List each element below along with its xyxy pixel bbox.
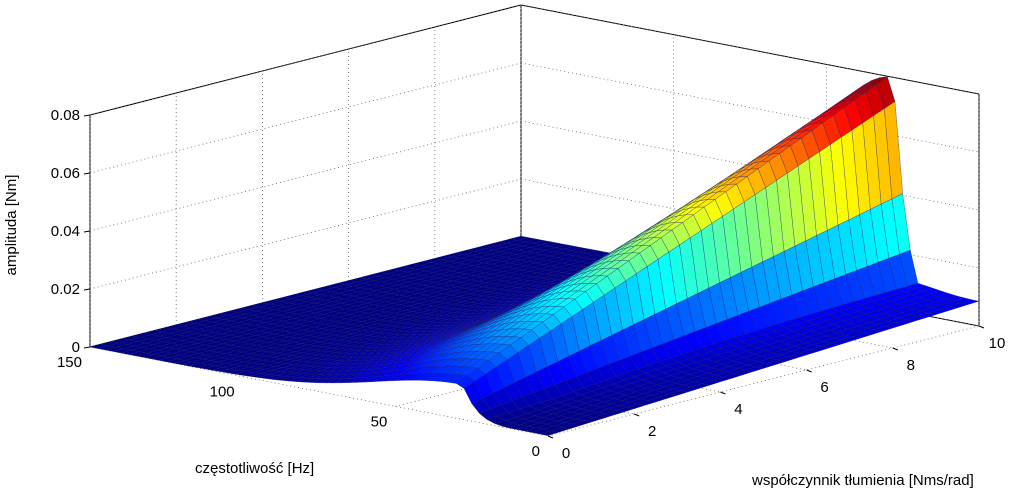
grid-line bbox=[520, 4, 980, 95]
x-tick-mark bbox=[892, 347, 898, 351]
grid-line bbox=[89, 120, 522, 232]
axis-labels: amplituda [Nm] częstotliwość [Hz] współc… bbox=[3, 175, 974, 489]
x-tick-label: 0 bbox=[562, 445, 570, 462]
z-tick-label: 0.04 bbox=[51, 223, 80, 240]
z-tick-mark bbox=[83, 172, 91, 175]
y-tick-label: 50 bbox=[371, 413, 388, 430]
y-tick-label: 100 bbox=[210, 384, 235, 401]
x-tick-label: 2 bbox=[648, 423, 656, 440]
x-axis-label: współczynnik tłumienia [Nms/rad] bbox=[751, 472, 974, 489]
z-tick-label: 0.02 bbox=[51, 281, 80, 298]
x-tick-label: 8 bbox=[907, 357, 915, 374]
surface-mesh bbox=[89, 76, 980, 436]
grid-line bbox=[89, 346, 549, 437]
x-tick-mark bbox=[547, 435, 554, 439]
z-tick-mark bbox=[83, 230, 91, 233]
z-tick-mark bbox=[83, 288, 91, 291]
axes-box-edge bbox=[89, 4, 522, 116]
x-tick-label: 4 bbox=[734, 401, 742, 418]
x-tick-label: 10 bbox=[989, 335, 1006, 352]
grid-line bbox=[520, 62, 980, 153]
surface-cell bbox=[540, 430, 559, 436]
x-tick-mark bbox=[634, 413, 640, 417]
x-tick-mark bbox=[978, 325, 985, 329]
z-tick-label: 0.08 bbox=[51, 107, 80, 124]
z-axis-label: amplituda [Nm] bbox=[3, 175, 20, 276]
y-axis-label: częstotliwość [Hz] bbox=[195, 460, 314, 477]
z-tick-mark bbox=[83, 346, 91, 349]
grid-line bbox=[89, 62, 522, 174]
z-tick-label: 0 bbox=[72, 339, 80, 356]
z-tick-label: 0.06 bbox=[51, 165, 80, 182]
y-tick-label: 0 bbox=[532, 443, 540, 460]
x-tick-label: 6 bbox=[820, 379, 828, 396]
x-tick-mark bbox=[720, 391, 726, 395]
y-tick-label: 150 bbox=[57, 354, 82, 371]
x-tick-mark bbox=[806, 369, 812, 373]
z-tick-mark bbox=[83, 114, 91, 117]
